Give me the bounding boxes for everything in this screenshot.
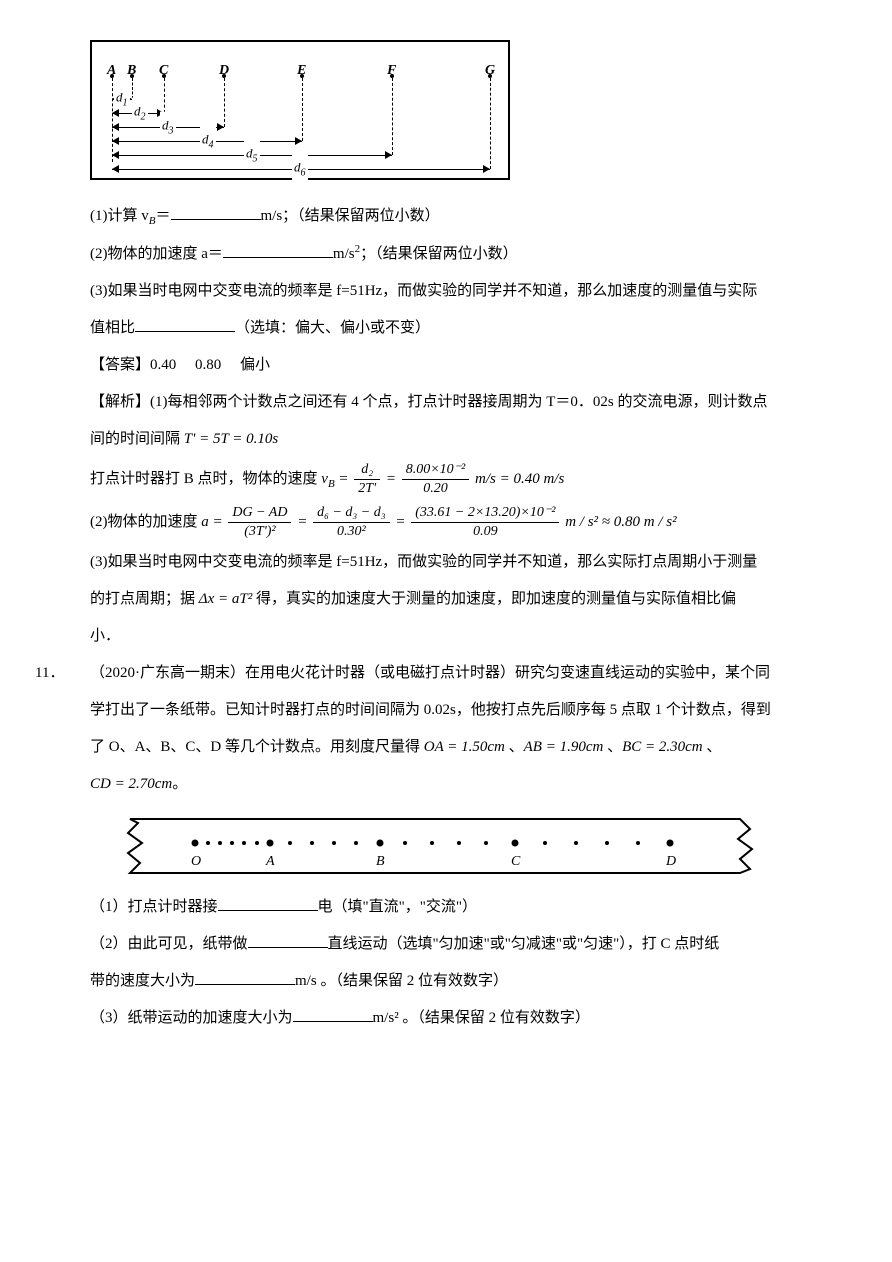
explain-3: (2)物体的加速度 a = DG − AD(3T')² = d₆ − d₃ − … [90, 503, 832, 542]
q1-part2: (2)物体的加速度 a＝m/s2；（结果保留两位小数） [90, 237, 832, 271]
q1-part3-line2: 值相比 （选填：偏大、偏小或不变） [90, 312, 832, 345]
blank-a [223, 241, 333, 259]
blank-compare [135, 315, 235, 333]
explain-4c: 小． [90, 620, 832, 653]
text: (1)计算 v [90, 208, 149, 224]
text: 打点计时器打 B 点时，物体的速度 [90, 471, 321, 487]
text: (2)物体的加速度 a＝ [90, 246, 223, 262]
text: m/s [333, 246, 355, 262]
blank-motion [248, 931, 328, 949]
text: (3)如果当时电网中交变电流的频率是 f=51Hz，而做实验的同学并不知道，那么… [90, 283, 757, 299]
ans2: 0.80 [195, 357, 221, 373]
explain-4a: (3)如果当时电网中交变电流的频率是 f=51Hz，而做实验的同学并不知道，那么… [90, 546, 832, 579]
answer-line: 【答案】0.40 0.80 偏小 [90, 349, 832, 382]
q1-part1: (1)计算 vB＝m/s；（结果保留两位小数） [90, 200, 832, 233]
frac-numeric-a: (33.61 − 2×13.20)×10⁻²0.09 [411, 504, 559, 541]
text: m/s 。（结果保留 2 位有效数字） [295, 973, 508, 989]
text: 间的时间间隔 [90, 431, 184, 447]
explain-1b: 间的时间间隔 T' = 5T = 0.10s [90, 423, 832, 456]
explain-label: 【解析】 [90, 394, 150, 410]
q11-sub1: （1）打点计时器接 电（填"直流"，"交流"） [90, 891, 832, 924]
text: 小． [90, 628, 120, 644]
svg-text:D: D [665, 854, 676, 869]
explain-2: 打点计时器打 B 点时，物体的速度 vB = d₂2T' = 8.00×10⁻²… [90, 460, 832, 499]
text: 的打点周期；据 [90, 591, 199, 607]
text: 带的速度大小为 [90, 973, 195, 989]
q11-stem1: （2020·广东高一期末）在用电火花计时器（或电磁打点计时器）研究匀变速直线运动… [90, 657, 832, 690]
formula-dx: Δx = aT² [199, 591, 252, 607]
blank-accel [293, 1005, 373, 1023]
svg-text:A: A [265, 854, 275, 869]
text: （1）打点计时器接 [90, 899, 218, 915]
unit: m / s² ≈ 0.80 m / s² [561, 514, 676, 530]
text: 电（填"直流"，"交流"） [318, 899, 478, 915]
text: 学打出了一条纸带。已知计时器打点的时间间隔为 0.02s，他按打点先后顺序每 5… [90, 702, 771, 718]
q11-sub2a: （2）由此可见，纸带做 直线运动（选填"匀加速"或"匀减速"或"匀速"），打 C … [90, 928, 832, 961]
question-11: 11． （2020·广东高一期末）在用电火花计时器（或电磁打点计时器）研究匀变速… [90, 657, 832, 1035]
text: （3）纸带运动的加速度大小为 [90, 1010, 293, 1026]
blank-vb [171, 203, 261, 221]
explain-1a: 【解析】(1)每相邻两个计数点之间还有 4 个点，打点计时器接周期为 T＝0．0… [90, 386, 832, 419]
source: （2020·广东高一期末） [90, 665, 245, 681]
q1-part3-line1: (3)如果当时电网中交变电流的频率是 f=51Hz，而做实验的同学并不知道，那么… [90, 275, 832, 308]
frac-d6: d₆ − d₃ − d₃0.30² [313, 504, 390, 541]
q11-sub3: （3）纸带运动的加速度大小为 m/s² 。（结果保留 2 位有效数字） [90, 1002, 832, 1035]
q-number: 11． [35, 657, 64, 690]
formula-T: T' = 5T = 0.10s [184, 431, 278, 447]
blank-vc [195, 968, 295, 986]
text: 得，真实的加速度大于测量的加速度，即加速度的测量值与实际值相比偏 [252, 591, 736, 607]
svg-text:B: B [376, 854, 385, 869]
svg-text:O: O [191, 854, 201, 869]
text: (1)每相邻两个计数点之间还有 4 个点，打点计时器接周期为 T＝0．02s 的… [150, 394, 768, 410]
paper-tape-figure-2: OABCD [120, 811, 760, 881]
unit: m/s = 0.40 m/s [471, 471, 564, 487]
frac-DG: DG − AD(3T')² [228, 504, 291, 541]
q11-stem4: CD = 2.70cm。 [90, 768, 832, 801]
text: （选填：偏大、偏小或不变） [235, 320, 430, 336]
text: (2)物体的加速度 [90, 514, 201, 530]
paper-tape-figure-1: ABCDEFGd1d2d3d4d5d6 [90, 40, 510, 180]
q11-stem3: 了 O、A、B、C、D 等几个计数点。用刻度尺量得 OA = 1.50cm 、A… [90, 731, 832, 764]
text: ＝ [155, 208, 170, 224]
text: m/s；（结果保留两位小数） [261, 208, 440, 224]
q11-sub2b: 带的速度大小为 m/s 。（结果保留 2 位有效数字） [90, 965, 832, 998]
ans1: 0.40 [150, 357, 176, 373]
text: (3)如果当时电网中交变电流的频率是 f=51Hz，而做实验的同学并不知道，那么… [90, 554, 757, 570]
text: 直线运动（选填"匀加速"或"匀减速"或"匀速"），打 C 点时纸 [328, 936, 720, 952]
q11-stem2: 学打出了一条纸带。已知计时器打点的时间间隔为 0.02s，他按打点先后顺序每 5… [90, 694, 832, 727]
text: 在用电火花计时器（或电磁打点计时器）研究匀变速直线运动的实验中，某个同 [245, 665, 770, 681]
text: 了 O、A、B、C、D 等几个计数点。用刻度尺量得 [90, 739, 424, 755]
frac-d2-2T: d₂2T' [354, 461, 380, 498]
svg-text:C: C [511, 854, 521, 869]
answer-label: 【答案】 [90, 357, 150, 373]
ans3: 偏小 [240, 357, 270, 373]
blank-ac [218, 894, 318, 912]
text: m/s² 。（结果保留 2 位有效数字） [373, 1010, 590, 1026]
text: ；（结果保留两位小数） [360, 246, 518, 262]
explain-4b: 的打点周期；据 Δx = aT² 得，真实的加速度大于测量的加速度，即加速度的测… [90, 583, 832, 616]
text: （2）由此可见，纸带做 [90, 936, 248, 952]
frac-numeric-vb: 8.00×10⁻²0.20 [402, 461, 470, 498]
text: 值相比 [90, 320, 135, 336]
